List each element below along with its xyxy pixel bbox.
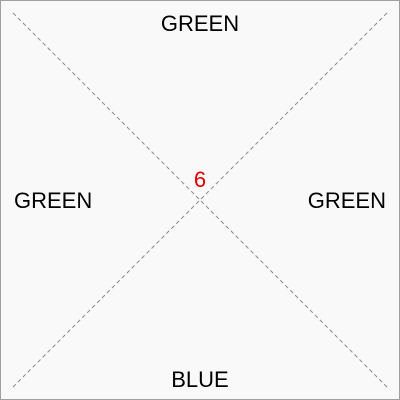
left-label: GREEN: [14, 188, 93, 213]
right-label: GREEN: [307, 188, 386, 213]
top-label: GREEN: [160, 11, 240, 36]
bottom-label: BLUE: [171, 367, 229, 392]
center-number: 6: [193, 167, 207, 192]
